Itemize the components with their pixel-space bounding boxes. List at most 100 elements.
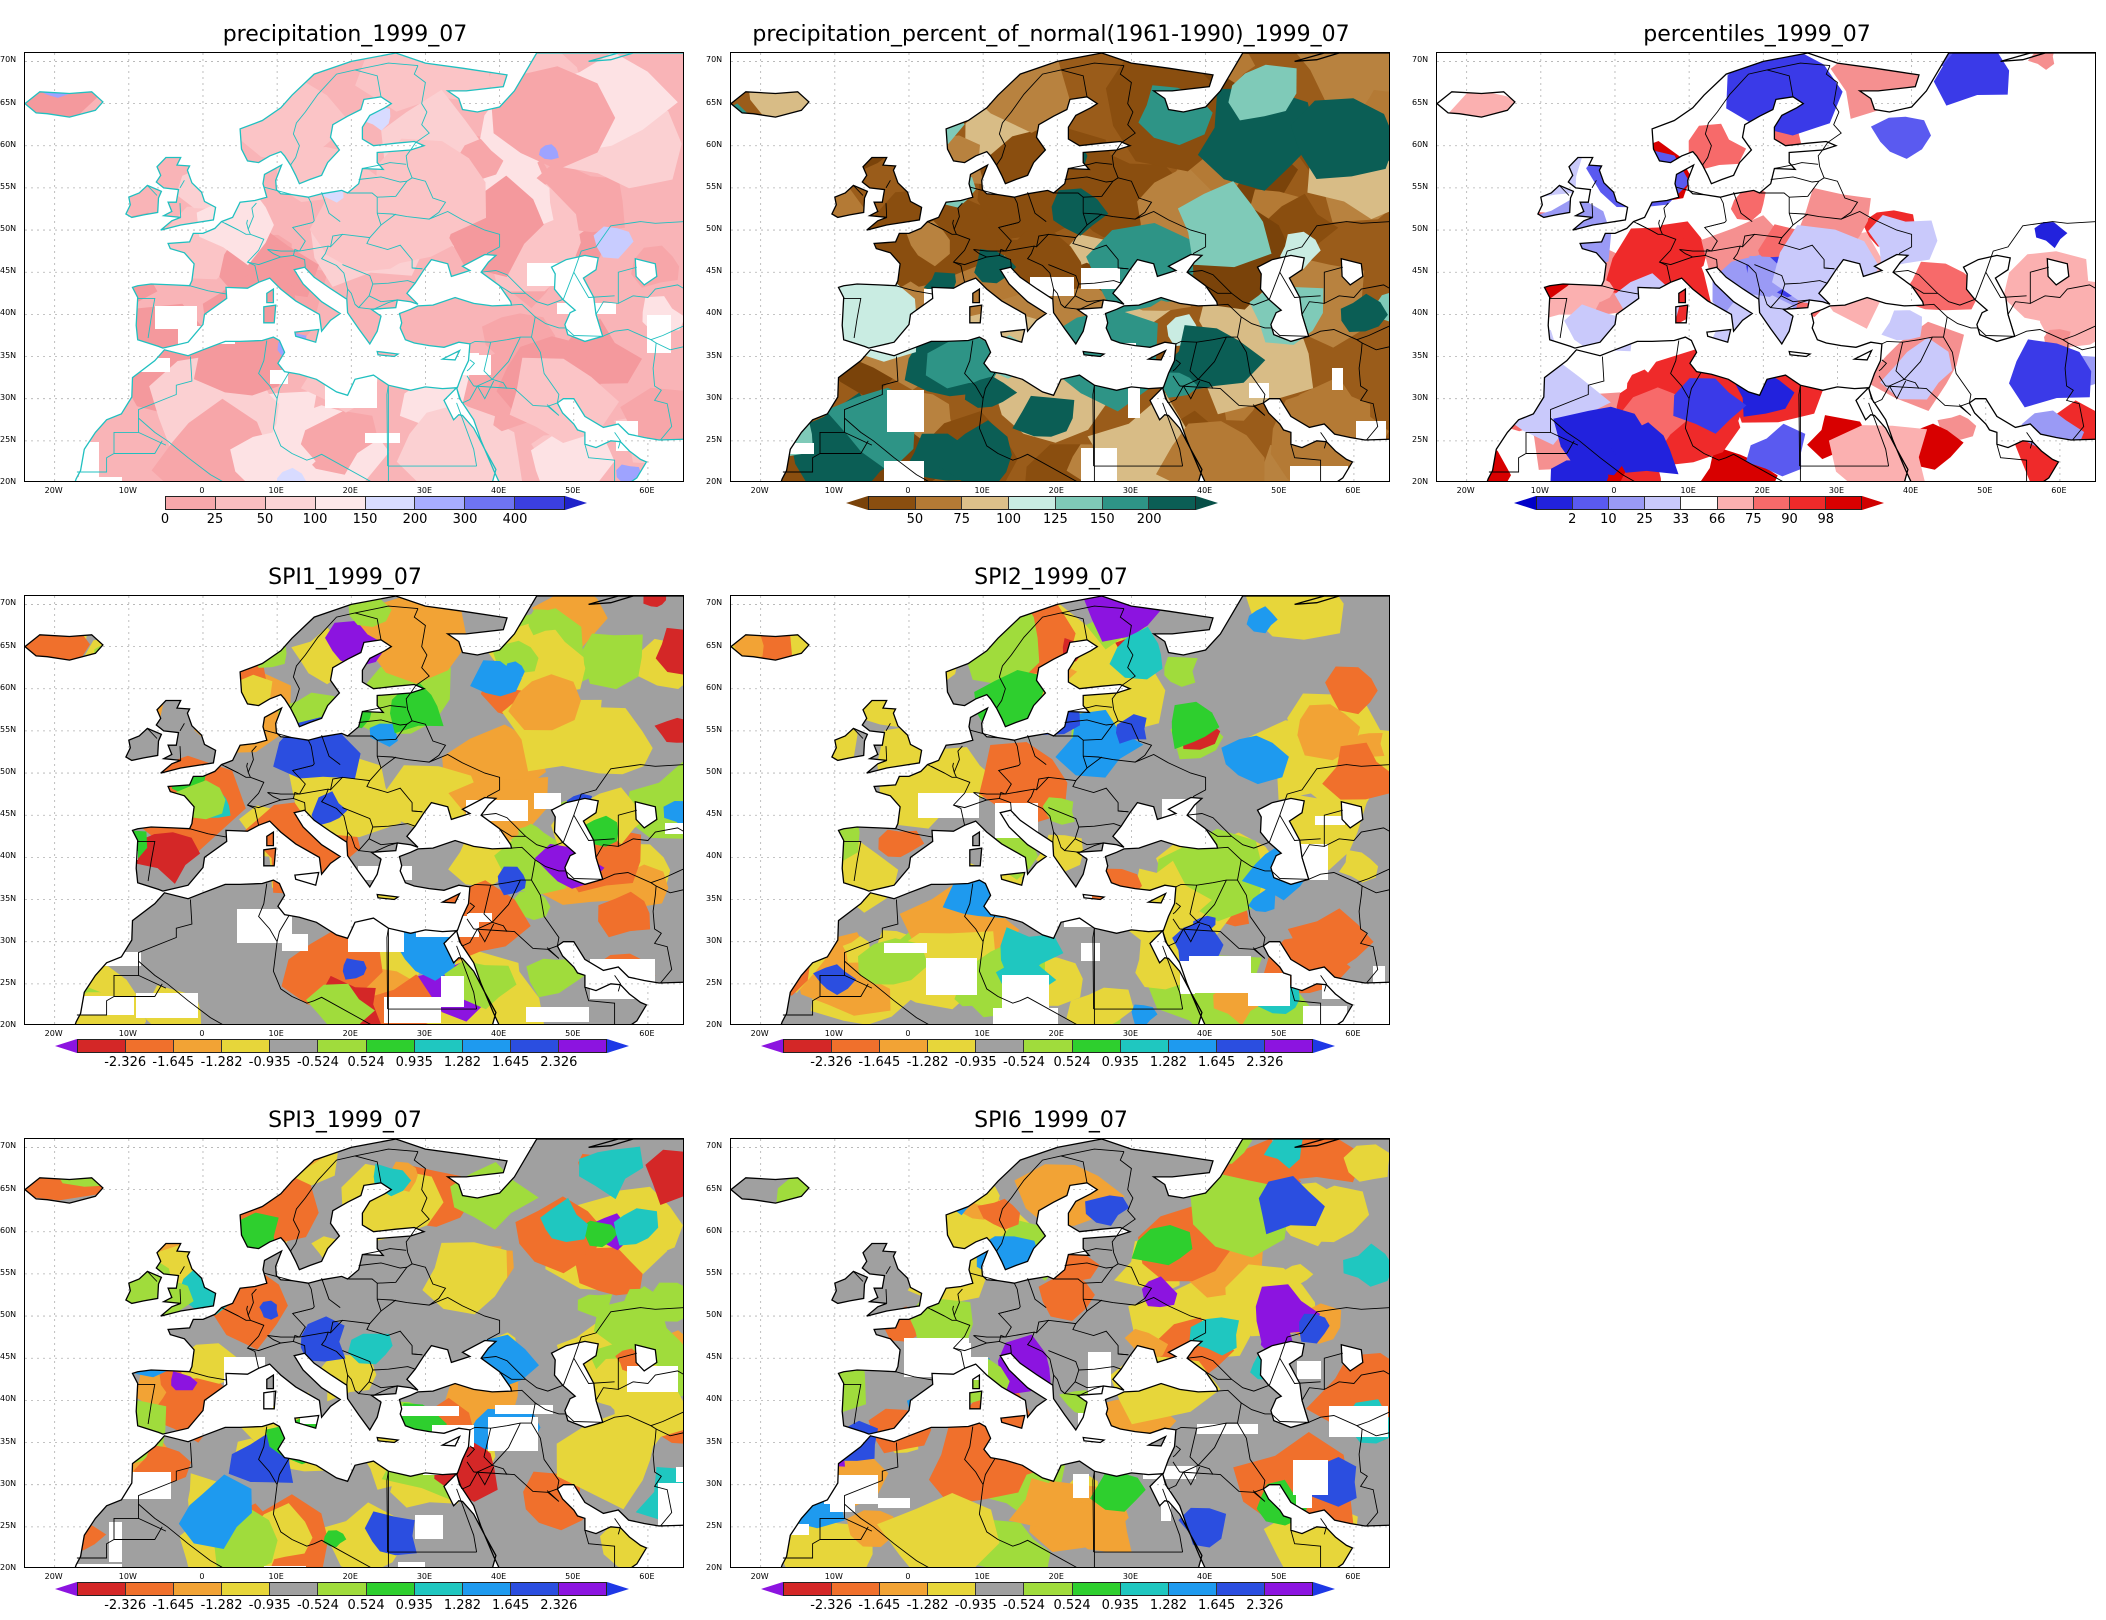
latitude-label: 20N <box>0 1563 17 1572</box>
color-bar-segment <box>174 1040 223 1052</box>
latitude-label: 25N <box>0 977 17 987</box>
longitude-label: 10W <box>118 1029 137 1038</box>
color-bar <box>783 1582 1313 1596</box>
map-frame <box>730 52 1390 482</box>
longitude-label: 50E <box>1271 486 1287 495</box>
longitude-label: 40E <box>1196 1029 1213 1038</box>
latitude-label: 35N <box>1412 350 1429 360</box>
longitude-label: 20E <box>342 486 358 495</box>
color-bar-tick-label: 2 <box>1568 512 1577 527</box>
latitude-label: 70N <box>0 598 17 608</box>
longitude-label: 50E <box>565 1572 581 1581</box>
longitude-label: 50E <box>565 1029 581 1038</box>
color-bar-right-arrow <box>565 496 587 510</box>
longitude-label: 60E <box>2051 486 2067 495</box>
color-bar-tick-label: -0.935 <box>248 1055 291 1070</box>
longitude-label: 10W <box>824 1572 843 1581</box>
color-bar-tick-label: 50 <box>256 512 274 527</box>
color-bar-tick-label: 1.282 <box>443 1055 482 1070</box>
color-bar-segment <box>1072 1040 1121 1052</box>
latitude-label: 55N <box>1412 181 1429 191</box>
color-bar-segment <box>1825 497 1861 509</box>
longitude-label: 10W <box>1530 486 1549 495</box>
latitude-label: 35N <box>0 893 17 903</box>
color-bar-tick-label: 2.326 <box>540 1055 578 1070</box>
longitude-label: 20E <box>1048 486 1064 495</box>
color-bar-segment <box>915 497 963 509</box>
latitude-label: 55N <box>0 181 17 191</box>
color-bar-tick-label: 33 <box>1672 512 1690 527</box>
longitude-label: 10W <box>824 1029 843 1038</box>
color-bar-tick-label: -1.282 <box>200 1598 243 1613</box>
color-bar-tick-label: -0.524 <box>1002 1055 1045 1070</box>
longitude-label: 20E <box>342 1029 358 1038</box>
color-bar-tick-label: 50 <box>906 512 924 527</box>
latitude-label: 60N <box>0 139 17 149</box>
color-bar-left-arrow <box>761 1039 783 1053</box>
map-panel-spi3: SPI3_1999_07 70N 65N 60N 55N 50N 45N 40N 35N 30N… <box>0 1108 690 1620</box>
color-bar-segment <box>1789 497 1826 509</box>
color-bar-tick-label: 2.326 <box>540 1598 578 1613</box>
color-bar-tick-label: -0.524 <box>296 1598 339 1613</box>
color-bar-segment <box>222 1040 271 1052</box>
latitude-label: 25N <box>1412 434 1429 444</box>
latitude-label: 40N <box>706 851 723 861</box>
latitude-label: 20N <box>706 1020 723 1029</box>
color-bar-segment <box>869 497 916 509</box>
latitude-label: 70N <box>706 598 723 608</box>
latitude-label: 60N <box>0 682 17 692</box>
color-bar-segment <box>366 1040 415 1052</box>
color-bar-right-arrow <box>1313 1582 1335 1596</box>
latitude-label: 25N <box>0 434 17 444</box>
color-bar-segment <box>1537 497 1574 509</box>
latitude-label: 55N <box>0 1267 17 1277</box>
latitude-label: 40N <box>706 308 723 318</box>
color-bar-segment <box>270 1040 319 1052</box>
latitude-label: 35N <box>0 1436 17 1446</box>
color-bar <box>165 496 565 510</box>
color-bar-tick-label: 150 <box>1089 512 1115 527</box>
longitude-label: 30E <box>416 486 433 495</box>
color-bar <box>77 1039 607 1053</box>
longitude-label: 0 <box>905 1029 911 1038</box>
longitude-label: 30E <box>416 1572 433 1581</box>
color-bar-right-arrow <box>1313 1039 1335 1053</box>
map-frame <box>730 595 1390 1025</box>
latitude-label: 25N <box>706 434 723 444</box>
map-title: precipitation_1999_07 <box>222 22 468 47</box>
color-bar-tick-label: 125 <box>1043 512 1068 527</box>
longitude-label: 40E <box>1196 1572 1213 1581</box>
color-bar-segment <box>1216 1583 1265 1595</box>
latitude-label: 50N <box>0 224 17 234</box>
longitude-label: 10E <box>1680 486 1696 495</box>
map-canvas <box>731 596 1389 1024</box>
latitude-label: 65N <box>0 1183 17 1193</box>
color-bar-tick-label: -0.935 <box>954 1598 997 1613</box>
latitude-label: 65N <box>706 97 723 107</box>
color-bar <box>1536 496 1862 510</box>
color-bar-segment <box>784 1583 833 1595</box>
longitude-label: 30E <box>1122 1029 1139 1038</box>
color-bar-tick-label: 0.935 <box>1101 1055 1139 1070</box>
color-bar-segment <box>510 1040 559 1052</box>
latitude-label: 65N <box>0 640 17 650</box>
map-frame <box>24 52 684 482</box>
latitude-label: 25N <box>706 1520 723 1530</box>
color-bar-tick-label: 400 <box>502 512 528 527</box>
color-bar-segment <box>1681 497 1718 509</box>
color-bar-segment <box>880 1040 929 1052</box>
color-bar-tick-label: -1.282 <box>200 1055 243 1070</box>
latitude-label: 65N <box>706 1183 723 1193</box>
latitude-label: 70N <box>706 55 723 65</box>
color-bar-tick-label: 200 <box>402 512 428 527</box>
color-bar-tick-label: 75 <box>1745 512 1762 527</box>
latitude-label: 20N <box>706 477 723 486</box>
color-bar-segment <box>78 1040 127 1052</box>
longitude-label: 0 <box>905 1572 911 1581</box>
color-bar-tick-label: 10 <box>1600 512 1617 527</box>
longitude-label: 60E <box>639 1572 655 1581</box>
longitude-label: 30E <box>416 1029 433 1038</box>
map-canvas <box>25 53 683 481</box>
color-bar-tick-label: -1.645 <box>858 1598 901 1613</box>
latitude-label: 35N <box>706 893 723 903</box>
